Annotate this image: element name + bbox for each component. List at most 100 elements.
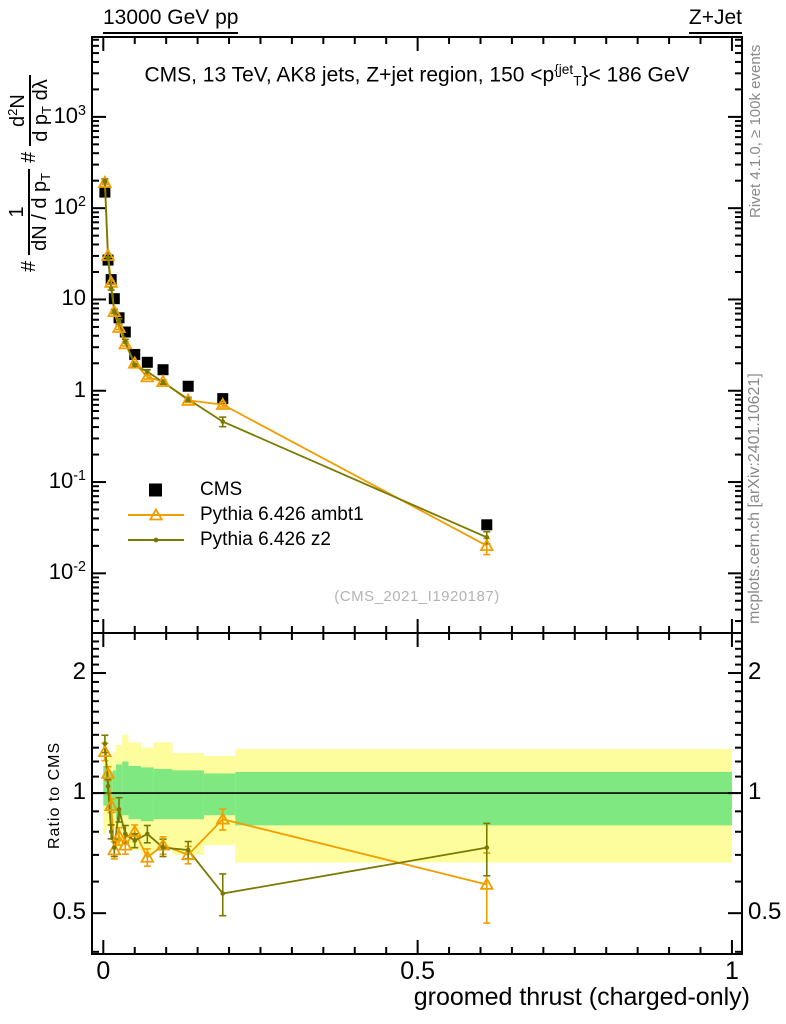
cms-data-point: [157, 364, 169, 376]
legend-item-z2: Pythia 6.426 z2: [128, 527, 364, 552]
ambt1-data-point: [111, 828, 127, 842]
ratio-y-tick-label-left: 0.5: [52, 898, 86, 926]
x-tick-label: 0: [96, 957, 111, 985]
z2-data-point: [132, 363, 138, 368]
cms-square-marker-icon: [149, 483, 162, 496]
main-y-tick-label: 102: [53, 194, 86, 220]
ambt1-data-point: [139, 849, 155, 863]
main-y-tick-label: 10-1: [48, 468, 86, 494]
x-tick-label: 1: [724, 957, 739, 985]
z2-data-point: [116, 319, 122, 324]
z2-data-point: [220, 891, 226, 896]
z2-data-point: [185, 396, 191, 402]
ratio-y-tick-label-left: 1: [72, 778, 86, 806]
z2-data-point: [123, 831, 128, 837]
legend-label-ambt1: Pythia 6.426 ambt1: [200, 503, 364, 525]
ambt1-data-point: [117, 837, 133, 851]
y-label-hash-1: #: [18, 260, 41, 272]
cms-data-point: [141, 356, 153, 368]
main-y-tick-label: 10: [61, 285, 86, 311]
mcplots-credit: mcplots.cern.ch [arXiv:2401.10621]: [746, 373, 763, 624]
ambt1-data-point: [215, 811, 231, 825]
ambt1-data-point: [139, 369, 155, 383]
ambt1-data-point: [180, 847, 196, 861]
legend-item-ambt1: Pythia 6.426 ambt1: [128, 502, 364, 527]
ambt1-data-point: [127, 355, 143, 369]
cms-data-point: [113, 312, 125, 324]
z2-data-point: [145, 831, 150, 837]
z2-data-point: [102, 741, 108, 747]
cms-data-point: [108, 293, 120, 305]
cms-data-point: [182, 380, 194, 392]
ambt1-data-point: [117, 336, 133, 350]
z2-data-point: [112, 308, 117, 314]
ratio-y-tick-label-left: 2: [72, 658, 86, 686]
ratio-stat-uncertainty-band: [115, 764, 123, 820]
process-header: Z+Jet: [688, 6, 742, 34]
main-y-tick-label: 1: [73, 376, 86, 402]
legend-item-cms: CMS: [128, 477, 364, 502]
main-y-tick-label: 10-2: [48, 559, 86, 585]
ratio-stat-uncertainty-band: [203, 773, 236, 816]
y-label-fraction-1: 1 dN / d pT: [6, 168, 53, 255]
z2-data-point: [160, 379, 166, 385]
main-y-tick-label: 103: [53, 102, 86, 128]
legend-label-z2: Pythia 6.426 z2: [200, 528, 331, 550]
ambt1-triangle-marker-icon: [128, 507, 184, 520]
ambt1-data-point: [106, 304, 122, 318]
cms-data-point: [129, 348, 141, 360]
z2-data-point: [484, 534, 490, 540]
ratio-y-tick-label-right: 0.5: [748, 898, 782, 926]
ratio-axis-label: Ratio to CMS: [46, 741, 63, 849]
z2-data-point: [220, 419, 226, 424]
z2-data-point: [132, 838, 138, 843]
z2-data-point: [484, 845, 490, 850]
legend-label-cms: CMS: [200, 478, 243, 500]
z2-data-point: [112, 845, 117, 850]
cms-data-point: [481, 519, 493, 531]
ratio-stat-uncertainty-band: [112, 770, 116, 814]
ambt1-data-point: [479, 538, 495, 552]
analysis-watermark: (CMS_2021_I1920187): [334, 588, 500, 605]
ambt1-data-point: [479, 876, 495, 890]
z2-data-point: [145, 369, 150, 374]
ratio-stat-uncertainty-band: [122, 761, 129, 816]
ratio-stat-uncertainty-band: [172, 770, 204, 820]
z2-data-point: [108, 829, 114, 835]
ratio-stat-uncertainty-band: [235, 771, 732, 826]
z2-data-point: [102, 178, 108, 184]
y-axis-label: # 1 dN / d pT # d2N d pT dλ: [5, 75, 54, 272]
z2-data-point: [185, 847, 191, 853]
ratio-stat-uncertainty-band: [103, 765, 107, 806]
ambt1-data-point: [180, 392, 196, 406]
ambt1-data-point: [97, 744, 113, 757]
ratio-stat-uncertainty-band: [153, 768, 173, 820]
z2-data-point: [108, 286, 114, 291]
ambt1-data-point: [100, 765, 116, 779]
z2-data-point: [105, 784, 111, 789]
ambt1-data-point: [97, 175, 113, 188]
ratio-stat-uncertainty-band: [109, 771, 113, 810]
z2-data-point: [105, 256, 111, 261]
y-label-hash-2: #: [18, 151, 41, 163]
z2-data-point: [160, 845, 166, 850]
ambt1-data-point: [103, 798, 119, 811]
x-tick-label: 0.5: [400, 957, 435, 985]
z2-data-point: [116, 807, 122, 812]
plot-title: CMS, 13 TeV, AK8 jets, Z+jet region, 150…: [144, 62, 690, 89]
legend: CMS Pythia 6.426 ambt1 Pythia 6.426 z2: [128, 477, 364, 552]
ratio-stat-uncertainty-band: [141, 767, 154, 822]
z2-data-point: [123, 339, 128, 344]
x-axis-title: groomed thrust (charged-only): [413, 983, 750, 1011]
y-label-fraction-2: d2N d pT dλ: [5, 75, 54, 146]
ambt1-data-point: [106, 842, 122, 856]
beam-energy-header: 13000 GeV pp: [103, 6, 239, 34]
z2-dot-marker-icon: [128, 537, 184, 542]
ratio-y-tick-label-right: 1: [748, 778, 762, 806]
ambt1-data-point: [155, 374, 171, 387]
ambt1-data-point: [215, 396, 231, 410]
ratio-y-tick-label-right: 2: [748, 658, 762, 686]
ambt1-data-point: [111, 320, 127, 333]
